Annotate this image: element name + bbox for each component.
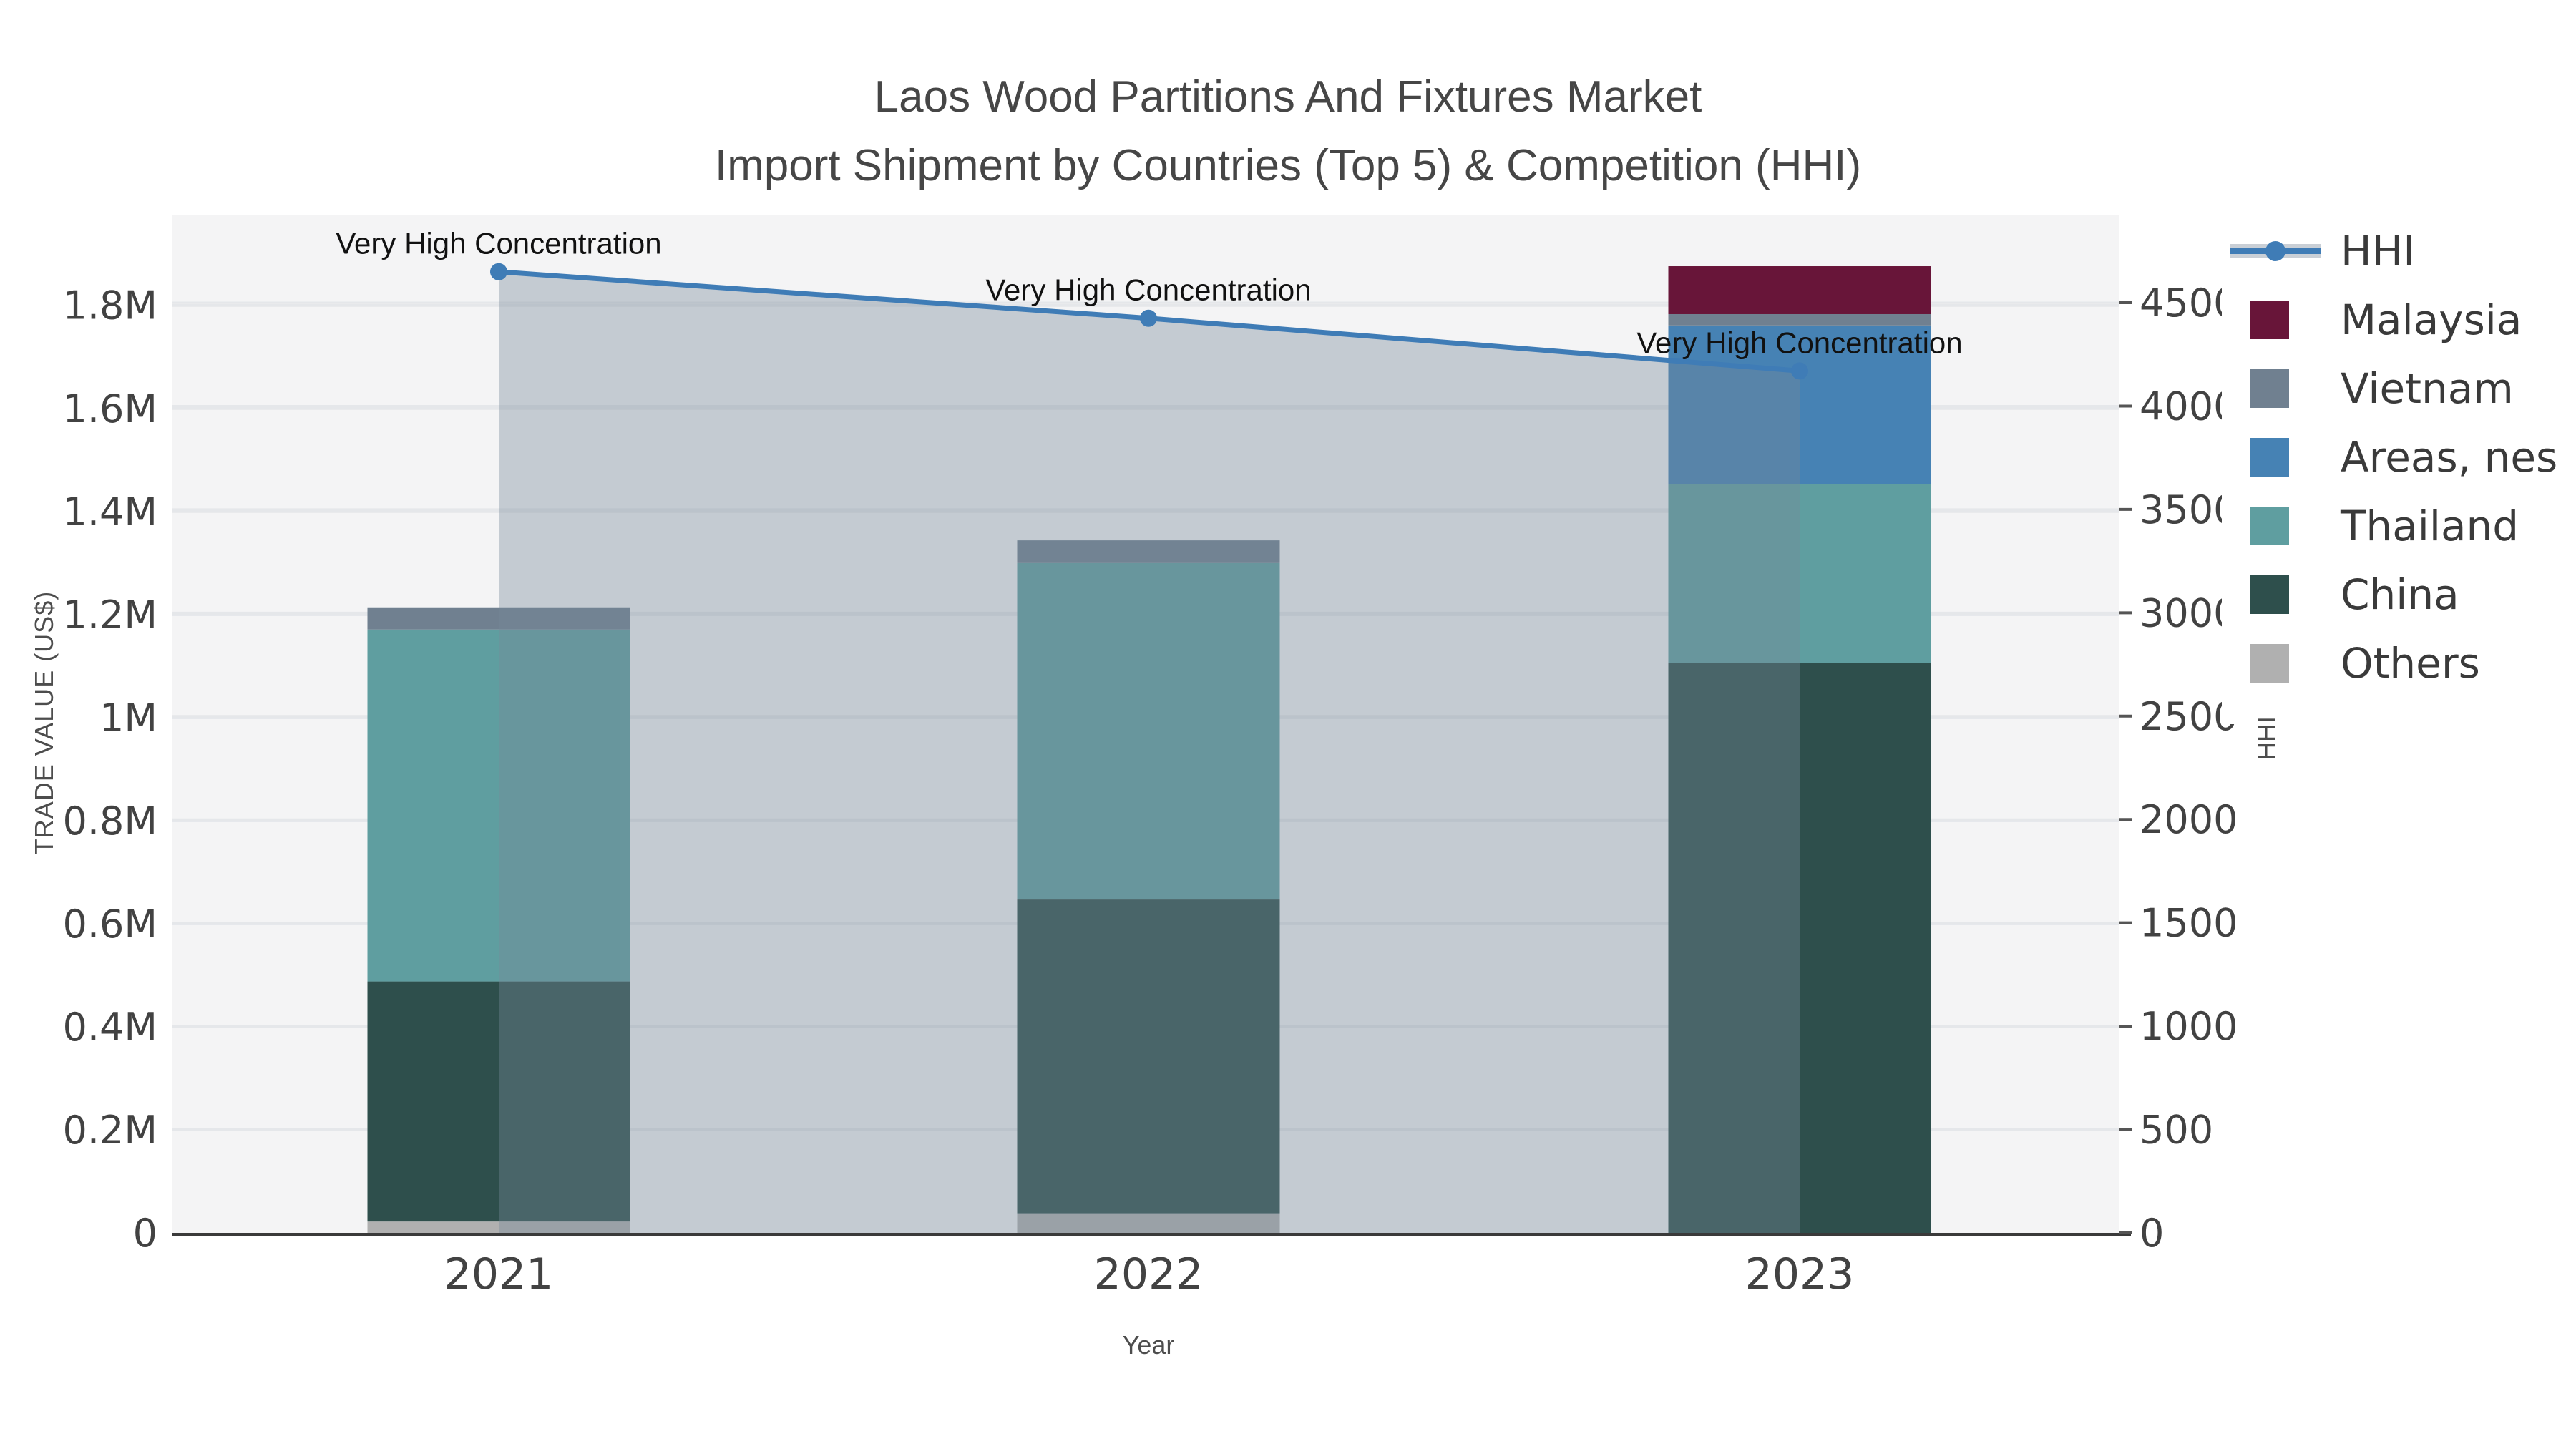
legend-label-thailand: Thailand <box>2341 502 2519 550</box>
annotation-2023: Very High Concentration <box>1636 326 1962 359</box>
legend: HHI Malaysia Vietnam Areas, nes Thailand Chin… <box>2222 220 2576 724</box>
bar-segment-2021-others <box>367 1221 630 1233</box>
y-left-tick-1-6m: 1.6M <box>63 386 157 431</box>
bar-segment-2023-china <box>1668 663 1931 1233</box>
y-left-tick-0-2m: 0.2M <box>63 1108 157 1153</box>
legend-item-china: China <box>2222 570 2576 619</box>
legend-item-hhi: HHI <box>2222 227 2576 275</box>
vietnam-swatch-icon <box>2222 369 2321 408</box>
legend-label-vietnam: Vietnam <box>2341 364 2514 413</box>
legend-item-malaysia: Malaysia <box>2222 296 2576 344</box>
bar-segment-2022-china <box>1017 899 1280 1214</box>
bar-segment-2022-others <box>1017 1213 1280 1233</box>
hhi-area-fill <box>499 271 1800 1233</box>
y-right-tick-3000: 3000 <box>2140 590 2238 635</box>
bar-segment-2023-vietnam <box>1668 313 1931 326</box>
areas-nes-swatch-icon <box>2222 438 2321 477</box>
china-swatch-icon <box>2222 575 2321 614</box>
legend-label-china: China <box>2341 570 2459 619</box>
y-right-tick-2000: 2000 <box>2140 797 2238 842</box>
y-left-tick-0: 0 <box>133 1211 157 1256</box>
y-left-tick-1-8m: 1.8M <box>63 283 157 328</box>
x-tick-2023: 2023 <box>1745 1249 1855 1299</box>
y-left-tick-0-8m: 0.8M <box>63 799 157 844</box>
y-left-axis-label: TRADE VALUE (US$) <box>29 590 59 855</box>
legend-label-others: Others <box>2341 639 2480 688</box>
y-right-tick-3500: 3500 <box>2140 487 2238 532</box>
others-swatch-icon <box>2222 644 2321 683</box>
chart-title-line2: Import Shipment by Countries (Top 5) & C… <box>714 141 1862 191</box>
annotation-2021: Very High Concentration <box>336 227 661 260</box>
x-tick-2021: 2021 <box>444 1249 554 1299</box>
bar-segment-2023-areas-nes <box>1668 325 1931 484</box>
bar-segment-2022-vietnam <box>1017 540 1280 563</box>
malaysia-swatch-icon <box>2222 301 2321 339</box>
chart-title: Laos Wood Partitions And Fixtures Market… <box>0 63 2576 200</box>
x-axis-label: Year <box>1122 1330 1175 1360</box>
y-left-tick-1-4m: 1.4M <box>63 489 157 535</box>
legend-label-malaysia: Malaysia <box>2341 296 2522 344</box>
legend-item-others: Others <box>2222 639 2576 688</box>
legend-label-areas-nes: Areas, nes <box>2341 433 2558 482</box>
y-left-tick-1-2m: 1.2M <box>63 592 157 638</box>
annotation-2022: Very High Concentration <box>985 273 1311 307</box>
x-axis-line <box>172 1233 2131 1236</box>
bar-segment-2021-vietnam <box>367 607 630 630</box>
y-right-tick-4500: 4500 <box>2140 280 2238 326</box>
y-left-tick-0-4m: 0.4M <box>63 1005 157 1050</box>
y-left-tick-1m: 1M <box>99 696 157 741</box>
y-right-tick-0: 0 <box>2140 1211 2164 1256</box>
hhi-marker-2021 <box>490 263 507 280</box>
bar-segment-2023-thailand <box>1668 484 1931 663</box>
legend-item-thailand: Thailand <box>2222 502 2576 550</box>
bar-segment-2022-thailand <box>1017 562 1280 900</box>
legend-item-areas-nes: Areas, nes <box>2222 433 2576 482</box>
bar-segment-2021-thailand <box>367 629 630 982</box>
legend-label-hhi: HHI <box>2341 227 2416 275</box>
y-right-axis-label: HHI <box>2252 716 2281 761</box>
bar-segment-2023-malaysia <box>1668 266 1931 314</box>
legend-item-vietnam: Vietnam <box>2222 364 2576 413</box>
hhi-marker-2022 <box>1140 309 1157 327</box>
thailand-swatch-icon <box>2222 507 2321 545</box>
y-right-tick-500: 500 <box>2140 1108 2213 1153</box>
y-right-tick-1500: 1500 <box>2140 901 2238 946</box>
y-right-tick-4000: 4000 <box>2140 384 2238 429</box>
chart-title-line1: Laos Wood Partitions And Fixtures Market <box>874 72 1702 122</box>
y-right-tick-1000: 1000 <box>2140 1004 2238 1049</box>
y-right-tick-2500: 2500 <box>2140 694 2238 739</box>
hhi-swatch-icon <box>2222 241 2321 261</box>
x-tick-2022: 2022 <box>1094 1249 1204 1299</box>
hhi-marker-2023 <box>1791 362 1808 380</box>
bar-segment-2021-china <box>367 981 630 1222</box>
y-left-tick-0-6m: 0.6M <box>63 902 157 947</box>
